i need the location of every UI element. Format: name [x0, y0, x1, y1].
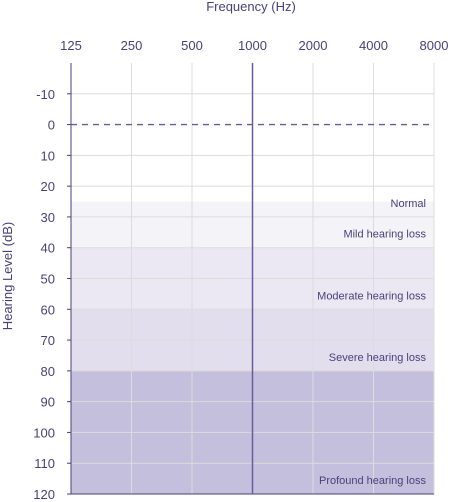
x-tick-labels: 125 250 500 1000 2000 4000 8000 — [60, 38, 448, 53]
y-tick-label-60: 60 — [41, 302, 55, 317]
y-tick-label-10: 10 — [41, 148, 55, 163]
chart-lines — [67, 63, 434, 495]
y-tick-label-70: 70 — [41, 333, 55, 348]
x-tick-label-1000: 1000 — [238, 38, 267, 53]
y-tick-label-20: 20 — [41, 179, 55, 194]
band-labels: Normal Mild hearing loss Moderate hearing … — [317, 198, 426, 487]
y-tick-label-100: 100 — [33, 425, 55, 440]
x-axis-title: Frequency (Hz) — [206, 0, 296, 14]
y-tick-label-10: -10 — [36, 87, 55, 102]
x-tick-label-500: 500 — [181, 38, 203, 53]
band-label-severe-hearing-loss: Severe hearing loss — [329, 352, 427, 364]
y-tick-label-110: 110 — [34, 456, 55, 471]
y-tick-label-90: 90 — [41, 395, 55, 410]
x-tick-label-2000: 2000 — [299, 38, 328, 53]
y-tick-label-50: 50 — [41, 272, 55, 287]
band-label-mild-hearing-loss: Mild hearing loss — [343, 229, 426, 241]
y-tick-label-40: 40 — [41, 241, 55, 256]
x-tick-label-4000: 4000 — [359, 38, 388, 53]
band-label-moderate-hearing-loss: Moderate hearing loss — [317, 290, 426, 302]
band-label-profound-hearing-loss: Profound hearing loss — [319, 475, 427, 487]
y-tick-label-0: 0 — [48, 118, 55, 133]
x-tick-label-250: 250 — [121, 38, 143, 53]
y-axis-title: Hearing Level (dB) — [0, 222, 15, 330]
y-tick-label-30: 30 — [41, 210, 55, 225]
y-tick-labels: -10 0 10 20 30 40 50 60 70 80 90 100 110 120 — [33, 87, 55, 502]
y-tick-label-120: 120 — [33, 487, 55, 502]
x-tick-label-8000: 8000 — [420, 38, 449, 53]
x-tick-label-125: 125 — [60, 38, 82, 53]
y-tick-label-80: 80 — [41, 364, 55, 379]
band-label-normal: Normal — [391, 198, 426, 210]
